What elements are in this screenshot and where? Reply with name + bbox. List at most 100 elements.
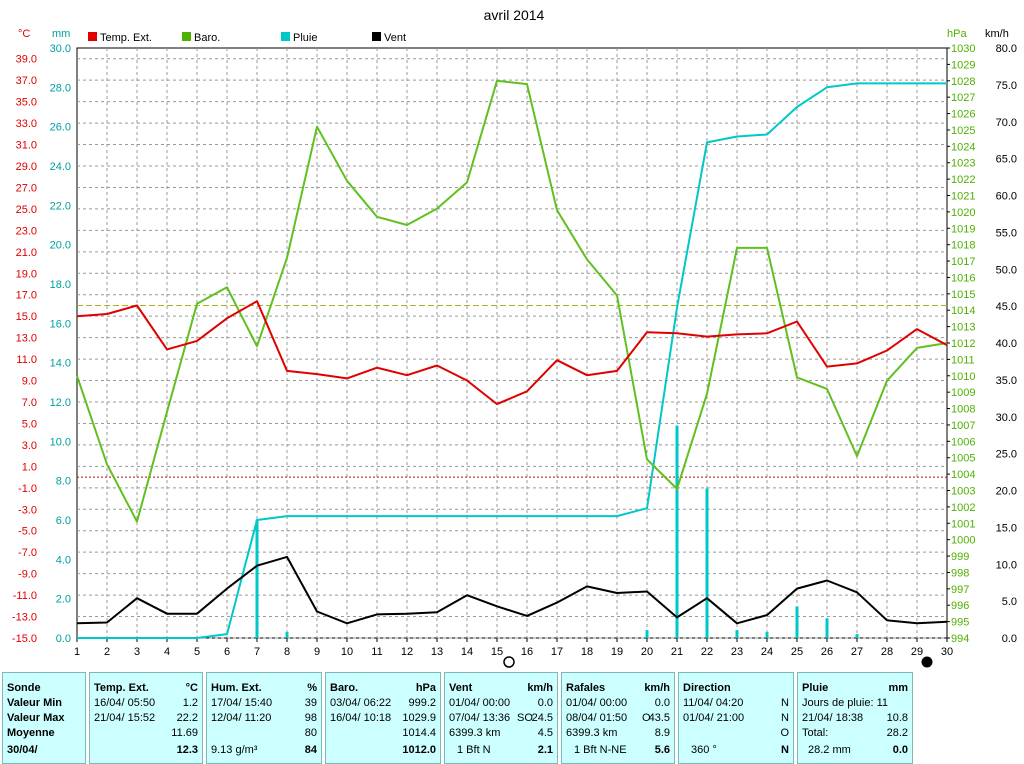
- baro-tick-label: 1024: [951, 141, 975, 153]
- baro-tick-label: 998: [951, 567, 969, 579]
- baro-tick-label: 1020: [951, 207, 975, 219]
- x-tick-label: 12: [401, 646, 413, 658]
- rain-daily-bar: [795, 606, 799, 638]
- x-tick-label: 9: [314, 646, 320, 658]
- x-tick-label: 4: [164, 646, 170, 658]
- temp-tick-label: 21.0: [16, 247, 37, 259]
- chart-legend: Temp. Ext. Baro. Pluie Vent: [88, 32, 406, 44]
- baro-tick-label: 1010: [951, 371, 975, 383]
- x-tick-label: 29: [911, 646, 923, 658]
- rain-daily-bar: [675, 425, 679, 638]
- legend-swatch: [182, 32, 191, 41]
- x-tick-label: 7: [254, 646, 260, 658]
- x-tick-label: 5: [194, 646, 200, 658]
- dir-title: Direction: [683, 682, 731, 694]
- temp-tick-label: -7.0: [18, 547, 37, 559]
- wind-unit: km/h: [527, 682, 553, 694]
- label-max: Valeur Max: [7, 712, 65, 724]
- x-tick-label: 25: [791, 646, 803, 658]
- wind-tick-label: 50.0: [996, 264, 1017, 276]
- rain-daily-bars: [255, 425, 859, 638]
- label-min: Valeur Min: [7, 697, 63, 709]
- weather-chart: avril 2014 °C mm hPa km/h Temp. Ext. Baro…: [11, 7, 1017, 668]
- baro-tick-label: 1013: [951, 322, 975, 334]
- rain-tick-label: 16.0: [50, 318, 71, 330]
- panel-baro: Baro. hPa 03/04/ 06:22 999.2 16/04/ 10:18 1…: [325, 672, 441, 764]
- x-tick-label: 16: [521, 646, 533, 658]
- wind-beaufort: 1 Bft N: [457, 744, 491, 756]
- temp-tick-label: 1.0: [22, 461, 37, 473]
- rain-daily-bar: [285, 632, 289, 638]
- rain-tick-label: 28.0: [50, 82, 71, 94]
- legend-swatch: [88, 32, 97, 41]
- x-tick-label: 11: [371, 646, 382, 658]
- baro-tick-label: 1014: [951, 305, 975, 317]
- rain-daily-bar: [855, 634, 859, 638]
- stats-panel: Sonde Valeur Min Valeur Max Moyenne 30/0…: [0, 672, 1024, 764]
- temp-tick-label: 33.0: [16, 118, 37, 130]
- rain-tick-label: 4.0: [56, 554, 71, 566]
- wind-tick-label: 80.0: [996, 43, 1017, 55]
- wind-min-value: 0.0: [537, 697, 553, 709]
- baro-tick-label: 1011: [951, 354, 975, 366]
- baro-tick-label: 1012: [951, 338, 975, 350]
- baro-unit: hPa: [415, 682, 436, 694]
- temp-tick-label: 9.0: [22, 376, 37, 388]
- rain-total: 28.2: [886, 727, 908, 739]
- temp-tick-label: 17.0: [16, 290, 37, 302]
- baro-tick-label: 1018: [951, 240, 975, 252]
- wind-tick-label: 25.0: [996, 449, 1017, 461]
- rain-max-when: 21/04/ 18:38: [802, 712, 864, 724]
- gust-distance: 6399.3 km: [566, 727, 618, 739]
- baro-tick-label: 994: [951, 633, 969, 645]
- dir-average: O: [780, 727, 789, 739]
- wind-title: Vent: [449, 682, 473, 694]
- temp-average: 11.69: [171, 727, 198, 739]
- temp-tick-label: 31.0: [16, 140, 37, 152]
- legend-swatch: [281, 32, 290, 41]
- baro-title: Baro.: [330, 682, 359, 694]
- x-tick-label: 26: [821, 646, 833, 658]
- rain-tick-label: 0.0: [56, 633, 71, 645]
- gust-beaufort: 1 Bft N-NE: [574, 744, 627, 756]
- x-tick-label: 22: [701, 646, 713, 658]
- rain-tick-label: 30.0: [50, 43, 71, 55]
- x-tick-label: 3: [134, 646, 140, 658]
- baro-tick-label: 1027: [951, 92, 975, 104]
- hum-unit: %: [307, 682, 317, 694]
- rain-days: Jours de pluie: 11: [802, 697, 889, 709]
- dir-min-when: 11/04/ 04:20: [683, 697, 744, 709]
- baro-tick-label: 1028: [951, 76, 975, 88]
- gust-current: 5.6: [654, 744, 670, 756]
- rain-tick-label: 14.0: [50, 358, 71, 370]
- rain-total-label: Total:: [802, 727, 829, 739]
- gust-max-direction: O: [642, 712, 651, 724]
- baro-tick-label: 1016: [951, 272, 975, 284]
- x-tick-label: 19: [611, 646, 623, 658]
- baro-tick-label: 1019: [951, 223, 975, 235]
- wind-axis-unit: km/h: [985, 28, 1009, 40]
- temp-title: Temp. Ext.: [94, 682, 149, 694]
- wind-tick-label: 35.0: [996, 375, 1017, 387]
- hum-min-when: 17/04/ 15:40: [211, 697, 273, 709]
- x-tick-label: 1: [74, 646, 80, 658]
- x-tick-label: 14: [461, 646, 473, 658]
- wind-tick-label: 45.0: [996, 301, 1017, 313]
- legend-label: Vent: [384, 32, 406, 44]
- temp-unit: °C: [185, 682, 198, 694]
- baro-axis-unit: hPa: [947, 28, 967, 40]
- wind-tick-label: 70.0: [996, 117, 1017, 129]
- dir-max-value: N: [781, 712, 789, 724]
- baro-tick-label: 1001: [951, 518, 975, 530]
- baro-tick-label: 1015: [951, 289, 975, 301]
- legend-label: Baro.: [194, 32, 220, 44]
- panel-labels: Sonde Valeur Min Valeur Max Moyenne 30/0…: [2, 672, 86, 764]
- baro-tick-label: 997: [951, 584, 969, 596]
- rain-tick-label: 22.0: [50, 200, 71, 212]
- hum-max-when: 12/04/ 11:20: [211, 712, 272, 724]
- baro-tick-label: 1021: [951, 191, 975, 203]
- wind-tick-label: 15.0: [996, 522, 1017, 534]
- temp-current: 12.3: [176, 744, 198, 756]
- x-tick-label: 18: [581, 646, 593, 658]
- wind-current: 2.1: [537, 744, 553, 756]
